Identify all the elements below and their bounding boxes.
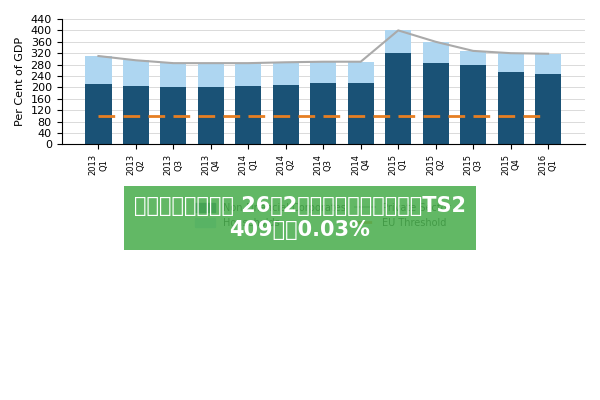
Line: Private Sector: Private Sector [98,30,548,63]
Bar [272,62,299,85]
Bar [160,87,187,144]
Bar [385,30,412,53]
EU Threshold [245,114,252,118]
Bar [198,63,224,87]
Text: 小额股票质押融资 26日2年期国债期货主力合约TS2
409上行0.03%: 小额股票质押融资 26日2年期国债期货主力合约TS2 409上行0.03% [134,196,466,240]
Private Sector [395,28,402,33]
Bar [198,87,224,144]
EU Threshold [395,114,402,118]
Bar [347,83,374,144]
Private Sector [470,48,477,53]
EU Threshold [95,114,102,118]
Bar [123,60,149,86]
Bar [123,86,149,144]
Bar [497,53,524,72]
EU Threshold [320,114,327,118]
EU Threshold [470,114,477,118]
Bar [272,85,299,144]
Private Sector [432,39,439,44]
Bar [422,42,449,63]
Bar [422,63,449,144]
Private Sector [282,60,289,65]
Private Sector [133,58,140,63]
EU Threshold [170,114,177,118]
Private Sector [170,61,177,66]
EU Threshold [207,114,214,118]
Private Sector [357,59,364,64]
Private Sector [95,54,102,58]
Bar [535,54,561,74]
EU Threshold [282,114,289,118]
Bar [460,65,486,144]
Bar [535,74,561,144]
Bar [310,83,337,144]
EU Threshold [544,114,551,118]
Bar [347,62,374,83]
Private Sector [245,61,252,66]
Bar [385,53,412,144]
Y-axis label: Per Cent of GDP: Per Cent of GDP [15,37,25,126]
Bar [160,63,187,87]
Private Sector [320,59,327,64]
Private Sector [507,51,514,56]
Legend: Non-Financial Corporates, Households, Private Sector, EU Threshold: Non-Financial Corporates, Households, Pr… [191,199,455,232]
Private Sector [544,51,551,56]
EU Threshold [133,114,140,118]
EU Threshold [357,114,364,118]
EU Threshold [432,114,439,118]
Bar [497,72,524,144]
Bar [460,51,486,65]
EU Threshold [507,114,514,118]
Bar [85,56,112,84]
Private Sector [207,61,214,66]
Bar [235,86,262,144]
Bar [235,63,262,86]
Bar [310,62,337,83]
Bar [85,84,112,144]
